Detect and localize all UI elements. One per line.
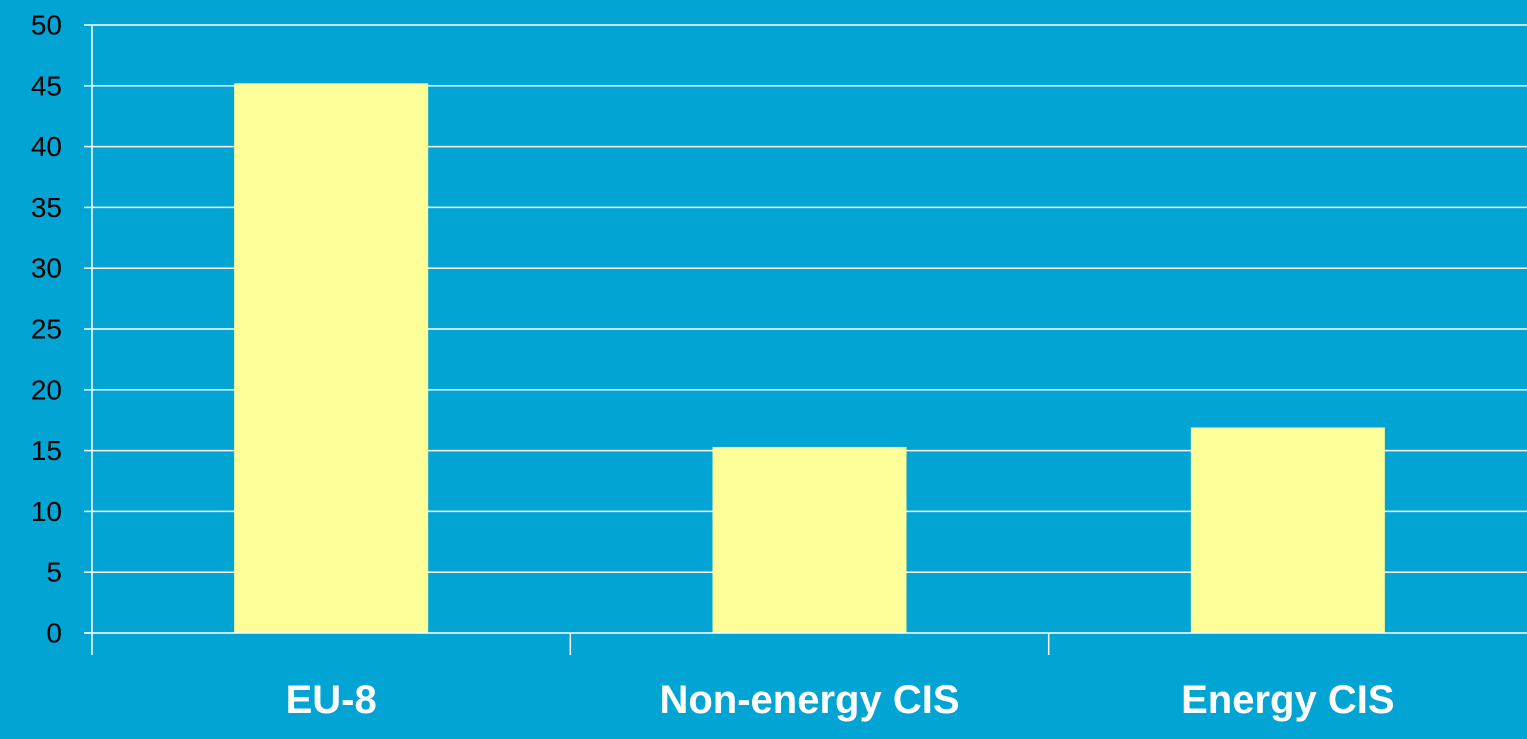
x-category-label: Energy CIS	[1181, 678, 1394, 722]
y-tick-label: 5	[46, 557, 62, 588]
axes	[84, 24, 1527, 655]
bar-eu-8	[234, 83, 429, 634]
y-tick-label: 35	[31, 192, 62, 223]
y-tick-label: 0	[46, 618, 62, 649]
y-tick-label: 45	[31, 70, 62, 101]
y-tick-label: 20	[31, 374, 62, 405]
y-tick-label: 30	[31, 253, 62, 284]
y-tick-label: 50	[31, 10, 62, 41]
y-tick-label: 10	[31, 496, 62, 527]
y-tick-label: 25	[31, 314, 62, 345]
y-tick-label: 40	[31, 131, 62, 162]
y-tick-label: 15	[31, 435, 62, 466]
bar-energy-cis	[1190, 427, 1385, 633]
bar-non-energy-cis	[712, 446, 907, 633]
bars	[234, 83, 1385, 634]
x-category-label: Non-energy CIS	[659, 678, 959, 722]
labels: 0 5 10 15 20 25 30 35 40 45 50 EU-8 Non-energy CIS En…	[31, 10, 1395, 723]
x-category-label: EU-8	[286, 678, 377, 722]
